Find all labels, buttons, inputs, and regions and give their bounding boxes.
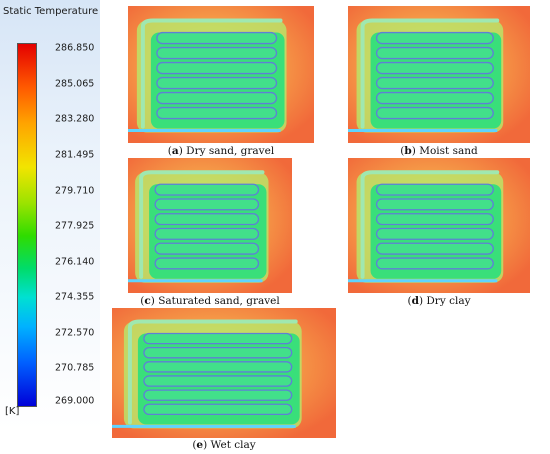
pipe-loop [375,61,494,75]
caption-b: (b) Moist sand [400,145,478,157]
pipe-loop [375,46,494,60]
pipe-loop [156,106,278,120]
legend-tick: 277.925 [55,220,95,232]
inlet-pipe [360,170,500,279]
pipe-loop [375,91,494,105]
legend-tick: 283.280 [55,113,95,125]
pipe-loop [154,227,260,240]
pipe-loop [154,198,260,211]
caption-a: (a) Dry sand, gravel [167,145,275,157]
pipe-loop [143,347,293,359]
pipe-loop [375,198,494,211]
pipe-loop [154,183,260,196]
pipe-loop [154,242,260,255]
pipe-loop [156,61,278,75]
pipe-loop [375,227,494,240]
panel-b-image [348,6,530,143]
pipe-loop [143,332,293,345]
pipe-loop [375,242,494,255]
legend-tick: 272.570 [55,327,95,338]
temperature-legend: Static Temperature 286.850 285.065 283.2… [0,0,100,430]
legend-tick: 286.850 [55,42,95,54]
temperature-field-e [112,308,336,438]
pipe-loop [154,213,260,226]
caption-text: Wet clay [210,439,256,451]
temperature-field-d [348,158,530,293]
panel-d-image [348,158,530,293]
pipe-loop [375,213,494,226]
caption-letter: d [411,295,419,307]
temperature-field-c [128,158,292,293]
inlet-pipe [140,18,283,129]
caption-text: Saturated sand, gravel [158,295,280,307]
inlet-pipe [360,18,500,129]
legend-tick: 285.065 [55,78,95,89]
legend-unit: [K] [5,406,20,417]
pipe-loop [154,257,260,270]
pipe-loop [156,46,278,60]
pipe-loop [156,91,278,105]
legend-tick: 281.495 [55,149,95,161]
legend-tick: 279.710 [55,185,95,196]
pipe-loop [375,76,494,90]
pipe-loop [143,403,293,416]
panel-e-image [112,308,336,438]
panel-a-image [128,6,314,143]
caption-letter: e [196,439,204,451]
caption-letter: b [404,145,412,157]
caption-text: Dry clay [426,295,471,307]
pipe-loop [375,31,494,45]
inlet-pipe [139,170,265,279]
legend-title: Static Temperature [3,6,99,17]
caption-text: Moist sand [419,145,478,157]
inlet-pipe [127,319,298,425]
caption-e: (e) Wet clay [192,439,256,451]
legend-tick: 269.000 [55,395,95,407]
caption-letter: a [171,145,179,157]
caption-d: (d) Dry clay [407,295,471,307]
legend-tick: 270.785 [55,362,95,374]
legend-tick: 276.140 [55,256,95,267]
pipe-loop [375,106,494,120]
colorbar [17,43,37,407]
legend-tick: 274.355 [55,291,95,303]
pipe-loop [143,389,293,401]
pipe-loop [375,257,494,270]
caption-text: Dry sand, gravel [186,145,275,157]
caption-c: (c) Saturated sand, gravel [140,295,280,307]
pipe-loop [143,361,293,373]
pipe-loop [143,375,293,387]
pipe-loop [375,183,494,196]
pipe-loop [156,76,278,90]
temperature-field-a [128,6,314,143]
pipe-loop [156,31,278,45]
caption-letter: c [144,295,151,307]
temperature-field-b [348,6,530,143]
panel-c-image [128,158,292,293]
